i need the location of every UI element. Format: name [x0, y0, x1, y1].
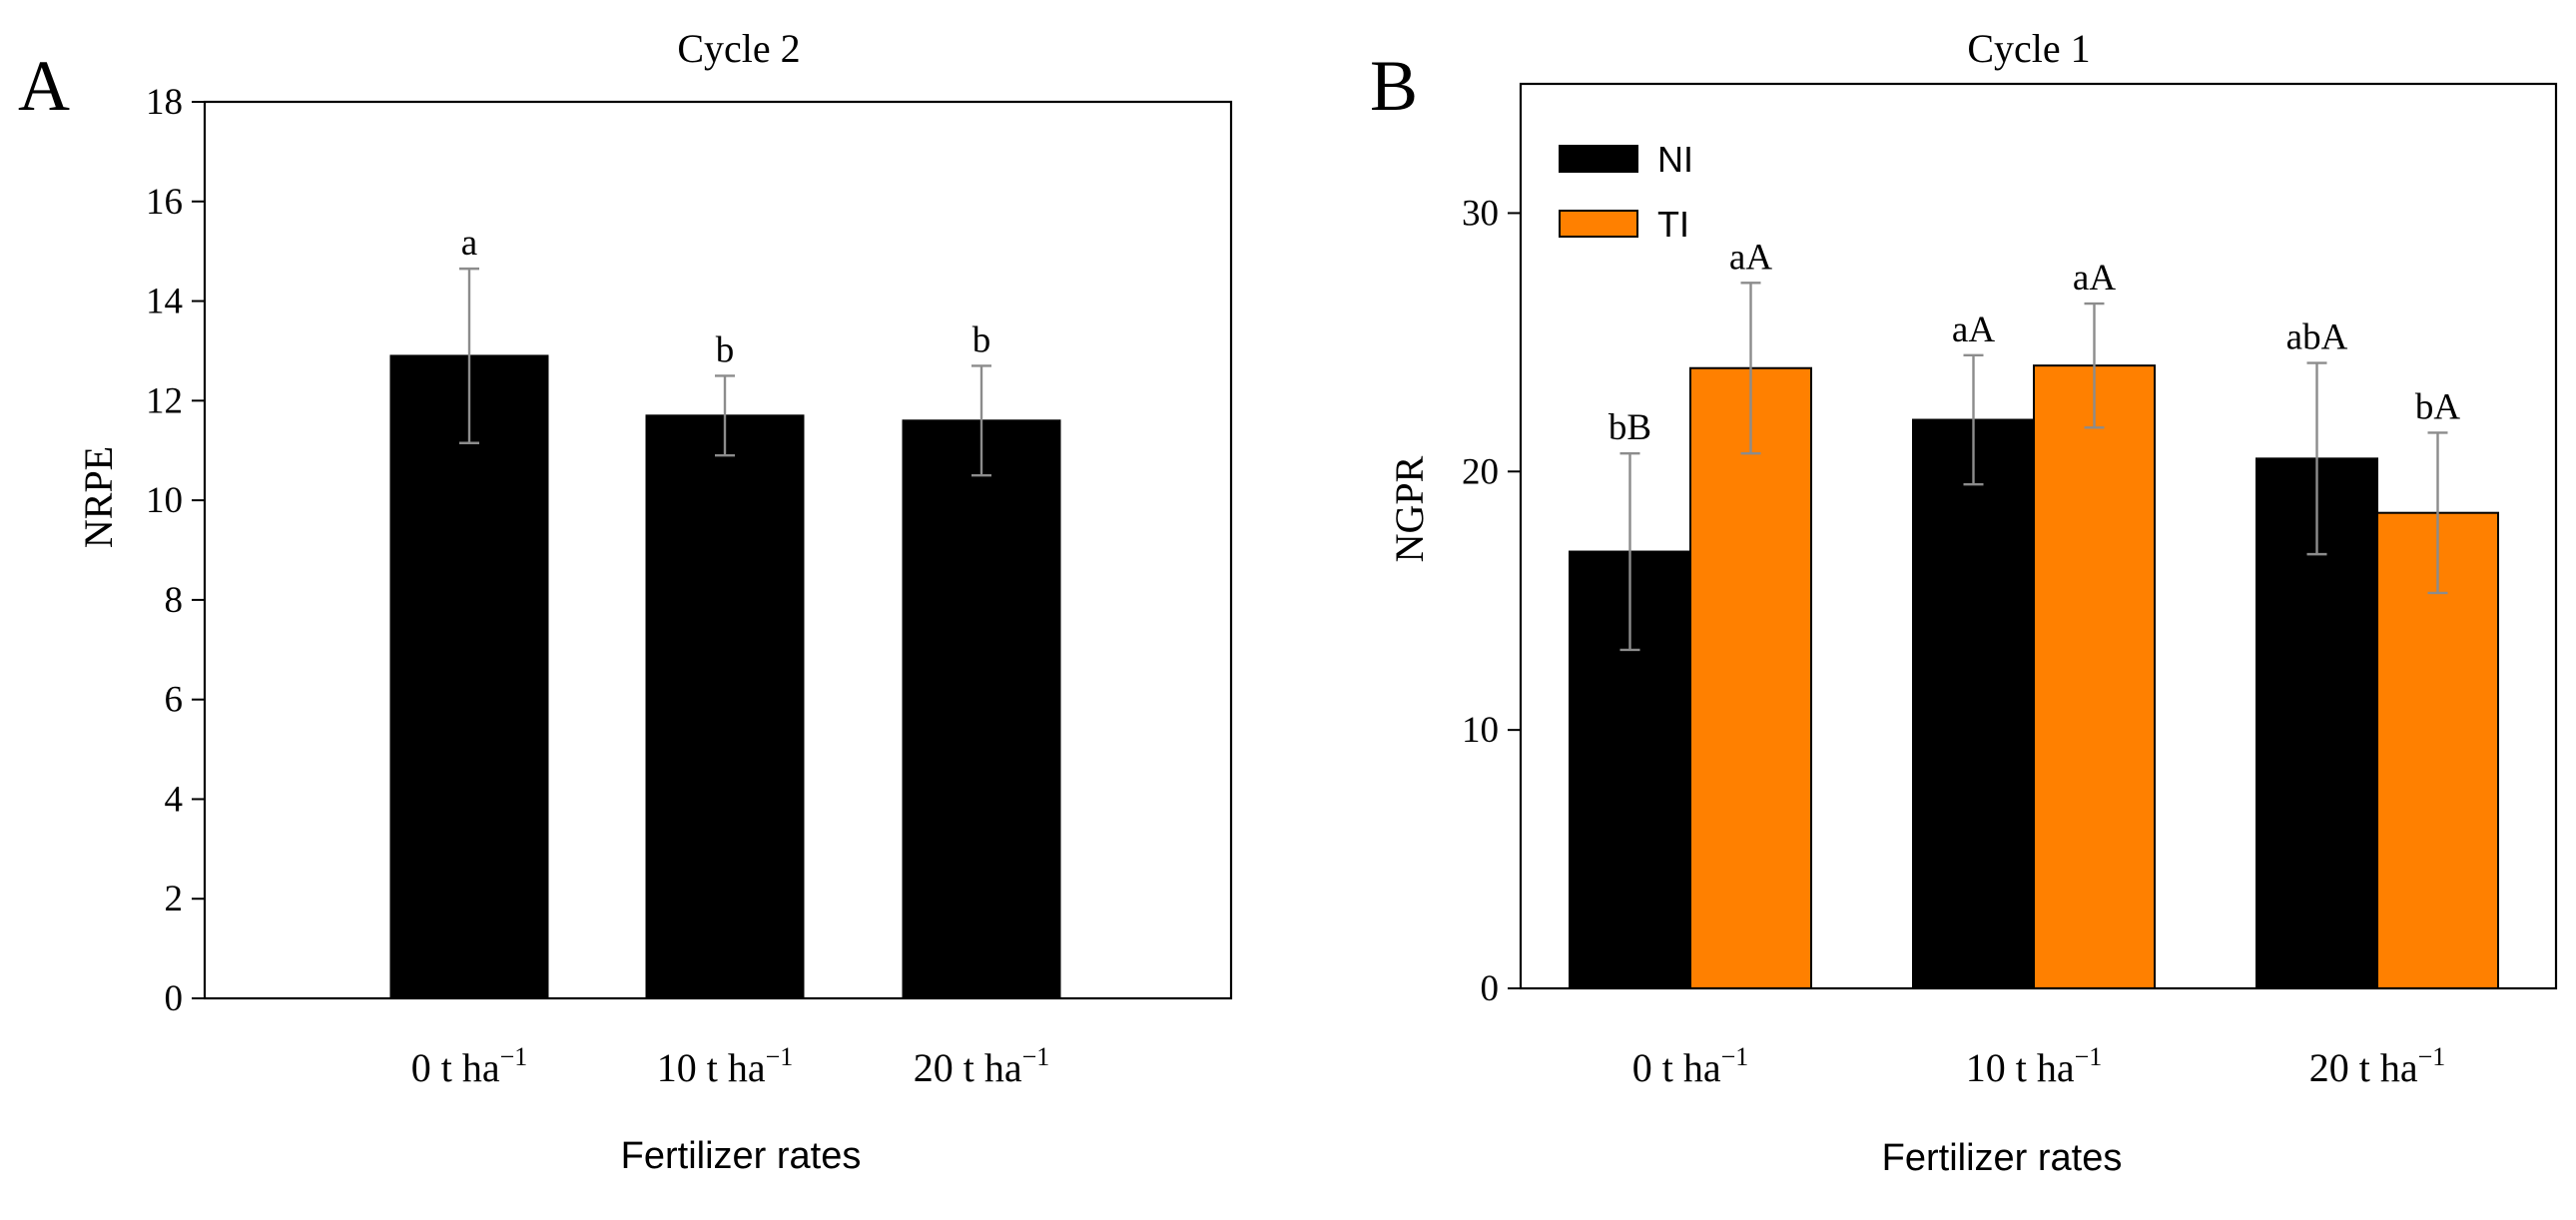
y-tick-label-a: 8: [165, 580, 184, 621]
category-label-a: 10 t ha−1: [657, 1042, 794, 1090]
panel-a-plot-area: 0 2 4 6 8 10 12 14 16 18 a 0 t ha−1 b 10 t ha−1 b 20 t …: [146, 82, 1233, 1090]
axes-frame-a: [203, 100, 1233, 1000]
y-tick-label-a: 4: [165, 779, 184, 820]
significance-label-a: a: [461, 223, 477, 264]
bar-b: [1912, 418, 2035, 989]
significance-label-b: abA: [2286, 317, 2348, 358]
axes-frame-b: [1519, 82, 2558, 990]
legend-swatch-ti: [1559, 210, 1638, 238]
legend-label-ni: NI: [1657, 139, 1693, 180]
panel-b-plot-area: 0 10 20 30 bB aA 0 t ha−1 aA aA 10 t ha−1 abA bA 20 …: [1462, 82, 2558, 1090]
panel-b: B Cycle 1 NGPR Fertilizer rates 0 10 20 30 b…: [1370, 26, 2558, 1179]
bar-a: [902, 419, 1061, 999]
y-tick-label-a: 12: [146, 380, 183, 421]
bar-a: [645, 414, 805, 999]
category-label-a: 20 t ha−1: [914, 1042, 1050, 1090]
category-label-b: 0 t ha−1: [1632, 1042, 1749, 1090]
bar-b: [1689, 366, 1812, 989]
significance-label-b: aA: [1729, 237, 1772, 278]
panel-b-legend: NI TI: [1559, 139, 1693, 245]
y-tick-label-a: 14: [146, 282, 183, 322]
significance-label-b: aA: [2073, 258, 2116, 299]
y-tick-label-a: 18: [146, 82, 183, 123]
panel-a-xlabel: Fertilizer rates: [621, 1135, 862, 1177]
y-tick-label-a: 2: [165, 879, 184, 919]
significance-label-b: bB: [1609, 407, 1651, 448]
bar-a: [389, 354, 549, 999]
bar-b: [2033, 364, 2156, 989]
y-tick-label-a: 6: [165, 680, 184, 721]
y-tick-label-b: 30: [1462, 193, 1499, 234]
significance-label-b: aA: [1952, 309, 1995, 350]
legend-swatch-ni: [1559, 145, 1638, 173]
panel-b-title: Cycle 1: [1967, 26, 2090, 71]
panel-b-letter: B: [1370, 46, 1418, 126]
y-tick-label-b: 0: [1481, 968, 1500, 1009]
panel-a: A Cycle 2 NRPE Fertilizer rates 0 2 4 6 8 10 1…: [18, 26, 1233, 1177]
category-label-b: 10 t ha−1: [1966, 1042, 2103, 1090]
panel-a-title: Cycle 2: [677, 26, 800, 71]
category-label-b: 20 t ha−1: [2309, 1042, 2446, 1090]
panel-a-letter: A: [18, 46, 70, 126]
y-tick-label-b: 20: [1462, 451, 1499, 492]
panel-a-ylabel: NRPE: [76, 446, 121, 548]
y-tick-label-a: 10: [146, 480, 183, 521]
legend-label-ti: TI: [1657, 204, 1689, 245]
panel-b-xlabel: Fertilizer rates: [1882, 1137, 2123, 1179]
y-tick-label-b: 10: [1462, 710, 1499, 751]
y-tick-label-a: 0: [165, 978, 184, 1019]
y-tick-label-a: 16: [146, 182, 183, 223]
significance-label-b: bA: [2415, 386, 2461, 427]
significance-label-a: b: [972, 319, 991, 360]
significance-label-a: b: [716, 329, 735, 370]
category-label-a: 0 t ha−1: [411, 1042, 528, 1090]
panel-b-ylabel: NGPR: [1387, 455, 1432, 562]
